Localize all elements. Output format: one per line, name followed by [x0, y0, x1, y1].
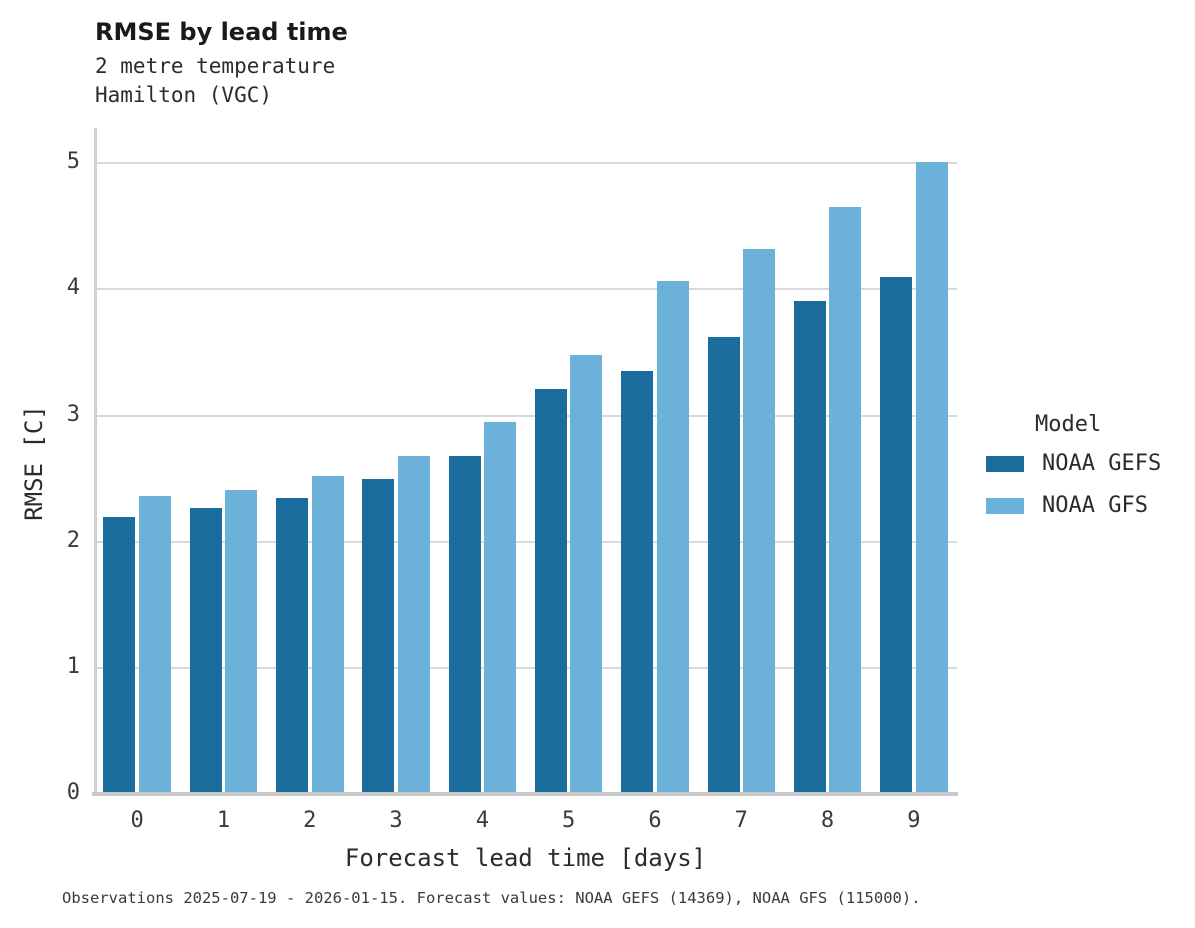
- legend-entry-noaa-gfs: NOAA GFS: [986, 493, 1161, 518]
- x-tick-label-2: 2: [303, 808, 317, 833]
- bar-noaa-gfs-day-5: [570, 355, 603, 794]
- x-axis-title: Forecast lead time [days]: [344, 844, 707, 872]
- bar-noaa-gfs-day-1: [225, 490, 258, 794]
- bar-noaa-gefs-day-9: [880, 276, 913, 794]
- bar-noaa-gfs-day-0: [138, 496, 171, 794]
- x-tick-label-5: 5: [562, 808, 576, 833]
- x-tick-label-9: 9: [907, 808, 921, 833]
- bar-noaa-gfs-day-3: [397, 455, 430, 794]
- y-tick-label-2: 2: [66, 527, 80, 553]
- bar-noaa-gfs-day-8: [829, 207, 862, 794]
- bar-noaa-gefs-day-1: [189, 507, 222, 794]
- bar-noaa-gefs-day-3: [362, 478, 395, 794]
- x-tick-label-6: 6: [648, 808, 662, 833]
- gridline-y-1: [94, 666, 957, 669]
- y-tick-label-4: 4: [66, 275, 80, 301]
- y-tick-label-5: 5: [66, 149, 80, 175]
- caption: Observations 2025-07-19 - 2026-01-15. Fo…: [62, 889, 921, 907]
- y-axis-line: [94, 128, 97, 794]
- x-tick-label-7: 7: [734, 808, 748, 833]
- y-tick-label-3: 3: [66, 401, 80, 427]
- x-tick-label-0: 0: [130, 808, 144, 833]
- bar-noaa-gfs-day-2: [311, 476, 344, 794]
- legend-swatch-icon: [986, 497, 1024, 514]
- chart-title: RMSE by lead time: [95, 18, 348, 46]
- chart-subtitle: 2 metre temperature Hamilton (VGC): [95, 54, 336, 107]
- bar-noaa-gefs-day-5: [534, 389, 567, 794]
- bar-noaa-gfs-day-9: [915, 162, 948, 794]
- plot-area: [94, 128, 957, 794]
- y-tick-label-1: 1: [66, 653, 80, 679]
- bar-noaa-gfs-day-6: [656, 280, 689, 794]
- x-axis-line: [92, 792, 958, 796]
- bar-noaa-gefs-day-8: [793, 300, 826, 794]
- bar-noaa-gefs-day-7: [707, 337, 740, 794]
- bar-noaa-gefs-day-6: [621, 371, 654, 794]
- legend-swatch-icon: [986, 455, 1024, 472]
- y-tick-label-0: 0: [66, 780, 80, 805]
- x-tick-label-8: 8: [820, 808, 835, 833]
- bar-noaa-gfs-day-4: [484, 421, 517, 794]
- gridline-y-3: [94, 414, 957, 417]
- x-tick-label-1: 1: [216, 808, 231, 833]
- bar-noaa-gefs-day-2: [276, 497, 308, 794]
- gridline-y-2: [94, 540, 957, 543]
- x-tick-label-4: 4: [475, 808, 489, 833]
- legend-label: NOAA GEFS: [1042, 451, 1162, 476]
- gridline-y-5: [94, 162, 957, 165]
- legend: Model NOAA GEFS NOAA GFS: [986, 412, 1161, 535]
- legend-title: Model: [1035, 412, 1102, 437]
- bar-noaa-gefs-day-4: [448, 455, 481, 794]
- bar-noaa-gefs-day-0: [103, 516, 136, 794]
- x-tick-label-3: 3: [389, 808, 403, 833]
- gridline-y-4: [94, 288, 957, 291]
- bar-noaa-gfs-day-7: [743, 249, 775, 794]
- legend-label: NOAA GFS: [1042, 493, 1148, 518]
- legend-entry-noaa-gefs: NOAA GEFS: [986, 451, 1161, 476]
